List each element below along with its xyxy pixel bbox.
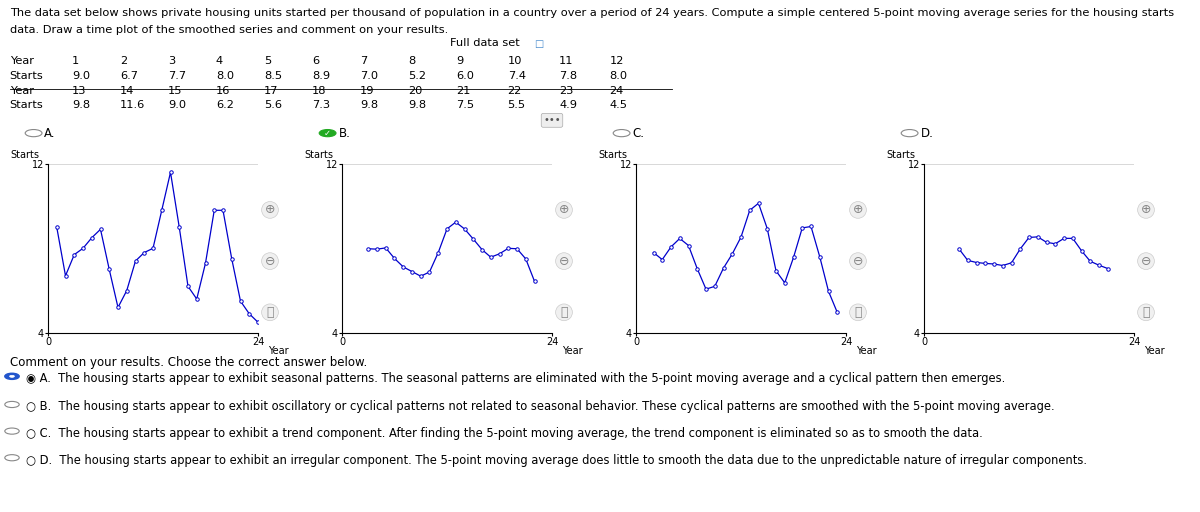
Text: 11.6: 11.6 xyxy=(120,100,145,111)
Text: 21: 21 xyxy=(456,86,470,96)
Text: Year: Year xyxy=(10,56,34,67)
Text: 4: 4 xyxy=(216,56,223,67)
Text: A.: A. xyxy=(44,126,56,140)
Text: 7.5: 7.5 xyxy=(456,100,474,111)
Text: 7.8: 7.8 xyxy=(559,71,577,81)
Text: 7: 7 xyxy=(360,56,367,67)
Text: □: □ xyxy=(534,39,544,49)
Text: 3: 3 xyxy=(168,56,175,67)
Text: ⧉: ⧉ xyxy=(854,306,862,319)
Text: 19: 19 xyxy=(360,86,374,96)
Text: 12: 12 xyxy=(610,56,624,67)
Text: 10: 10 xyxy=(508,56,522,67)
Text: 9.8: 9.8 xyxy=(72,100,90,111)
Text: 14: 14 xyxy=(120,86,134,96)
Text: 11: 11 xyxy=(559,56,574,67)
Text: 20: 20 xyxy=(408,86,422,96)
Text: 24: 24 xyxy=(610,86,624,96)
Text: ○ B.  The housing starts appear to exhibit oscillatory or cyclical patterns not : ○ B. The housing starts appear to exhibi… xyxy=(26,400,1055,413)
Text: 15: 15 xyxy=(168,86,182,96)
Text: Year: Year xyxy=(269,346,289,356)
Text: Year: Year xyxy=(1145,346,1165,356)
Text: 4.5: 4.5 xyxy=(610,100,628,111)
Text: 9.8: 9.8 xyxy=(408,100,426,111)
Text: Year: Year xyxy=(563,346,583,356)
Text: 18: 18 xyxy=(312,86,326,96)
Text: 5.2: 5.2 xyxy=(408,71,426,81)
Text: 4.9: 4.9 xyxy=(559,100,577,111)
Text: 8.0: 8.0 xyxy=(610,71,628,81)
Text: Starts: Starts xyxy=(11,151,40,160)
Text: 13: 13 xyxy=(72,86,86,96)
Text: ⊕: ⊕ xyxy=(265,203,275,217)
Text: ○ C.  The housing starts appear to exhibit a trend component. After finding the : ○ C. The housing starts appear to exhibi… xyxy=(26,427,983,440)
Text: ◉ A.  The housing starts appear to exhibit seasonal patterns. The seasonal patte: ◉ A. The housing starts appear to exhibi… xyxy=(26,372,1006,385)
Text: 16: 16 xyxy=(216,86,230,96)
Text: 22: 22 xyxy=(508,86,522,96)
Text: 6.2: 6.2 xyxy=(216,100,234,111)
Text: The data set below shows private housing units started per thousand of populatio: The data set below shows private housing… xyxy=(10,8,1174,18)
Text: 1: 1 xyxy=(72,56,79,67)
Text: 7.0: 7.0 xyxy=(360,71,378,81)
Text: 8.9: 8.9 xyxy=(312,71,330,81)
Text: ⊖: ⊖ xyxy=(559,254,569,268)
Text: ⊕: ⊕ xyxy=(853,203,863,217)
Text: ⧉: ⧉ xyxy=(266,306,274,319)
Text: C.: C. xyxy=(632,126,644,140)
Text: 6: 6 xyxy=(312,56,319,67)
Text: 7.3: 7.3 xyxy=(312,100,330,111)
Text: Starts: Starts xyxy=(304,151,334,160)
Text: Starts: Starts xyxy=(10,100,43,111)
Text: 9: 9 xyxy=(456,56,463,67)
Text: Starts: Starts xyxy=(886,151,916,160)
Text: 6.7: 6.7 xyxy=(120,71,138,81)
Text: ⊕: ⊕ xyxy=(1141,203,1151,217)
Text: ⊕: ⊕ xyxy=(559,203,569,217)
Text: 9.0: 9.0 xyxy=(72,71,90,81)
Text: ✓: ✓ xyxy=(324,129,331,138)
Text: B.: B. xyxy=(338,126,350,140)
Text: 9.0: 9.0 xyxy=(168,100,186,111)
Text: 9.8: 9.8 xyxy=(360,100,378,111)
Text: Year: Year xyxy=(857,346,877,356)
Text: 8: 8 xyxy=(408,56,415,67)
Text: data. Draw a time plot of the smoothed series and comment on your results.: data. Draw a time plot of the smoothed s… xyxy=(10,25,448,35)
Text: 8.0: 8.0 xyxy=(216,71,234,81)
Text: ⊖: ⊖ xyxy=(1141,254,1151,268)
Text: 5.6: 5.6 xyxy=(264,100,282,111)
Text: Starts: Starts xyxy=(10,71,43,81)
Text: 8.5: 8.5 xyxy=(264,71,282,81)
Text: Full data set: Full data set xyxy=(450,38,520,49)
Text: Comment on your results. Choose the correct answer below.: Comment on your results. Choose the corr… xyxy=(10,356,367,369)
Text: ⊖: ⊖ xyxy=(265,254,275,268)
Text: 5: 5 xyxy=(264,56,271,67)
Text: ⧉: ⧉ xyxy=(1142,306,1150,319)
Text: D.: D. xyxy=(920,126,934,140)
Text: 7.4: 7.4 xyxy=(508,71,526,81)
Text: 23: 23 xyxy=(559,86,574,96)
Text: ⊖: ⊖ xyxy=(853,254,863,268)
Text: 2: 2 xyxy=(120,56,127,67)
Text: Year: Year xyxy=(10,86,34,96)
Text: Starts: Starts xyxy=(598,151,628,160)
Text: 6.0: 6.0 xyxy=(456,71,474,81)
Text: 5.5: 5.5 xyxy=(508,100,526,111)
Text: ○ D.  The housing starts appear to exhibit an irregular component. The 5-point m: ○ D. The housing starts appear to exhibi… xyxy=(26,454,1087,466)
Text: •••: ••• xyxy=(544,115,560,125)
Text: 7.7: 7.7 xyxy=(168,71,186,81)
Text: ⧉: ⧉ xyxy=(560,306,568,319)
Text: 17: 17 xyxy=(264,86,278,96)
